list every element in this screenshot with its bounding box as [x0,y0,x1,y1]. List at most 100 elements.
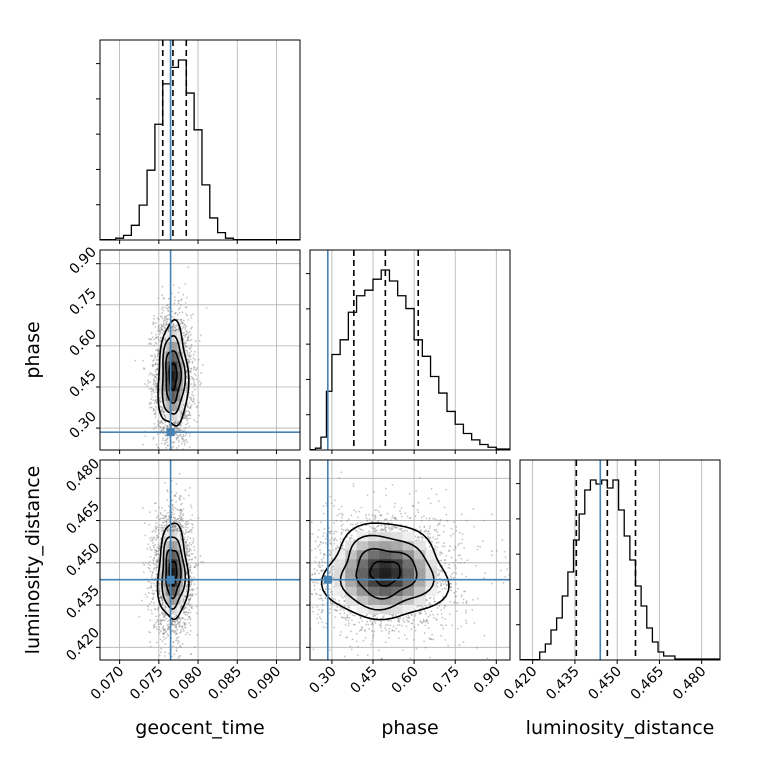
sample-point [173,312,176,315]
sample-point [172,509,175,512]
sample-point [150,406,153,409]
sample-point [155,376,157,379]
sample-point [158,592,161,595]
sample-point [190,583,193,586]
sample-point [165,438,168,440]
sample-point [187,414,189,416]
sample-point [147,591,150,594]
sample-point [162,529,165,532]
sample-point [150,387,153,390]
sample-point [159,619,162,622]
sample-point [191,361,194,364]
sample-point [161,294,164,297]
sample-point [168,515,171,518]
sample-point [160,327,163,330]
sample-point [154,361,157,364]
sample-point [161,613,164,616]
sample-point [155,550,158,553]
sample-point [180,665,182,667]
sample-point [174,299,176,302]
sample-point [195,605,198,608]
sample-point [193,383,196,386]
sample-point [190,367,192,370]
contour-level-2 [165,350,183,404]
sample-point [187,332,190,334]
sample-point [173,326,176,329]
sample-point [191,376,194,379]
sample-point [186,613,188,616]
sample-point [165,324,167,326]
density-cell [177,371,181,382]
sample-point [180,436,183,438]
sample-point [171,525,174,528]
sample-point [151,574,153,576]
sample-point [182,513,185,515]
contour-level-3 [161,335,187,415]
sample-point [164,433,167,435]
sample-point [179,519,181,522]
sample-point [155,402,158,405]
sample-point [156,349,159,352]
sample-point [184,613,187,616]
sample-point [162,324,165,327]
sample-point [194,358,196,361]
sample-point [155,336,158,339]
sample-point [177,300,180,302]
sample-point [184,489,187,492]
sample-point [160,620,162,623]
sample-point [199,555,202,557]
sample-point [164,316,167,318]
sample-point [163,629,166,632]
sample-point [198,340,201,342]
sample-point [178,306,181,309]
sample-point [188,531,190,534]
sample-point [177,420,180,423]
sample-point [157,514,160,517]
sample-point [151,363,154,366]
sample-point [166,455,168,457]
sample-point [177,521,180,524]
sample-point [190,553,193,555]
sample-point [186,538,189,541]
histogram-clip [310,250,510,450]
sample-point [181,625,184,628]
sample-point [158,330,161,332]
sample-point [174,421,177,424]
sample-point [187,554,190,557]
sample-point [153,378,155,380]
sample-point [188,412,191,414]
sample-point [168,625,171,628]
sample-point [159,596,162,599]
sample-point [190,398,193,400]
sample-point [148,537,151,540]
sample-point [173,472,175,474]
sample-point [154,528,157,530]
sample-point [165,451,167,453]
sample-point [162,632,165,635]
sample-point [189,589,191,591]
density-cell [171,351,175,362]
sample-point [165,425,168,428]
sample-point [162,633,164,635]
sample-point [158,532,161,535]
sample-point [188,547,191,550]
sample-point [172,641,175,643]
sample-point [184,328,187,331]
sample-point [184,306,187,308]
sample-point [157,424,160,427]
sample-point [152,359,155,361]
density-cell [171,371,175,382]
sample-point [161,408,164,411]
sample-point [186,415,188,418]
sample-point [152,596,155,599]
sample-point [152,568,155,571]
sample-point [157,584,160,587]
sample-point [162,514,164,517]
sample-point [179,424,182,427]
sample-point [156,362,159,365]
sample-point [163,517,166,519]
sample-point [166,511,169,514]
sample-point [172,527,175,530]
sample-point [171,507,173,510]
sample-point [193,576,196,579]
